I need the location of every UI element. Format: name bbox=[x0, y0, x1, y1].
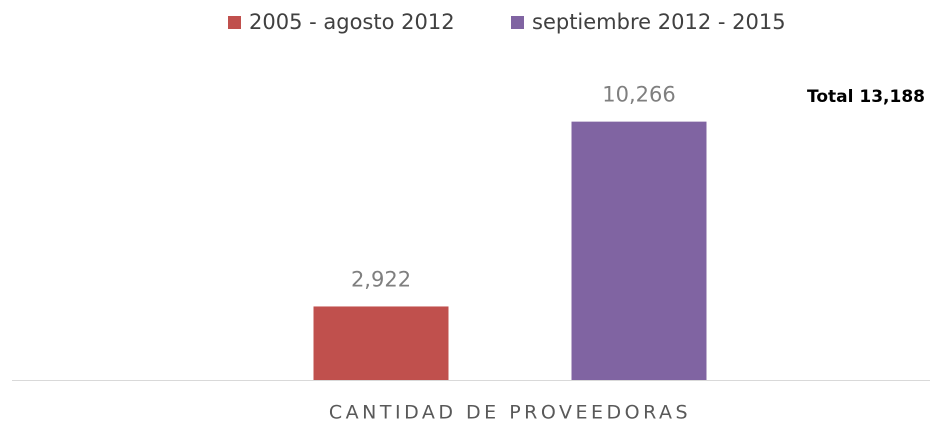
legend-label: septiembre 2012 - 2015 bbox=[532, 10, 786, 34]
bar bbox=[571, 121, 707, 380]
x-tick-label: CANTIDAD DE PROVEEDORAS bbox=[329, 402, 691, 424]
data-label: 2,922 bbox=[351, 267, 411, 291]
legend-label: 2005 - agosto 2012 bbox=[249, 10, 455, 34]
legend-swatch bbox=[228, 16, 241, 29]
data-label: 10,266 bbox=[602, 83, 675, 107]
legend-swatch bbox=[511, 16, 524, 29]
bar bbox=[313, 306, 449, 380]
total-annotation: Total 13,188 bbox=[807, 87, 925, 107]
